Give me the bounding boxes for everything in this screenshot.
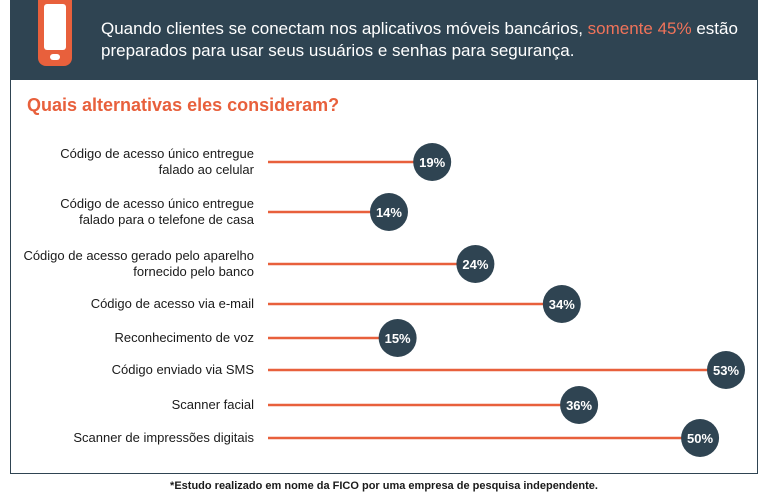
data-label: 19% — [419, 155, 445, 170]
data-label: 24% — [462, 257, 488, 272]
value-marker — [560, 386, 599, 424]
data-label: 15% — [385, 331, 411, 346]
headline: Quando clientes se conectam nos aplicati… — [101, 18, 751, 62]
category-label: Scanner de impressões digitais — [73, 430, 254, 445]
category-label: Código de acesso único entregue falado pa… — [60, 196, 254, 227]
data-label: 34% — [549, 297, 575, 312]
header-banner: Quando clientes se conectam nos aplicati… — [10, 0, 758, 80]
value-marker — [681, 419, 720, 457]
headline-text-end: estão preparados para usar seus usuários… — [101, 19, 738, 60]
value-marker — [413, 143, 452, 181]
headline-highlight: somente 45% — [587, 19, 692, 38]
category-label: Scanner facial — [172, 397, 254, 412]
category-label: Reconhecimento de voz — [115, 330, 254, 345]
value-marker — [456, 245, 495, 283]
value-marker — [542, 285, 581, 323]
category-label: Código de acesso gerado pelo aparelho for… — [23, 248, 254, 279]
bar-chart: Código de acesso único entregue falado ao… — [23, 143, 745, 457]
data-label: 36% — [566, 398, 592, 413]
value-marker — [369, 193, 408, 231]
footnote: *Estudo realizado em nome da FICO por um… — [170, 480, 598, 492]
chart-title: Quais alternativas eles consideram? — [27, 95, 340, 115]
category-label: Código enviado via SMS — [112, 362, 255, 377]
category-label: Código de acesso único entregue falado ao… — [60, 146, 254, 177]
smartphone-icon — [38, 0, 72, 66]
value-marker — [707, 351, 745, 389]
data-label: 53% — [713, 363, 739, 378]
data-label: 14% — [376, 205, 402, 220]
category-label: Código de acesso via e-mail — [91, 296, 254, 311]
chart-panel — [10, 80, 758, 474]
value-marker — [378, 319, 417, 357]
data-label: 50% — [687, 431, 713, 446]
headline-text-start: Quando clientes se conectam nos aplicati… — [101, 19, 588, 38]
